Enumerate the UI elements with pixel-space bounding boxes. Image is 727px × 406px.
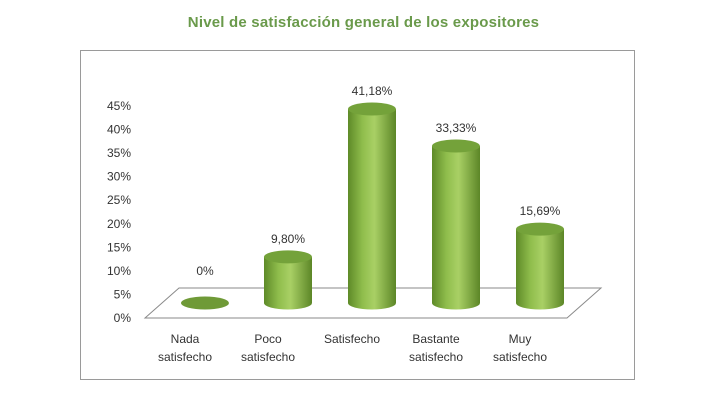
y-tick-label: 20% (107, 217, 131, 231)
y-tick-label: 0% (114, 311, 132, 325)
bar-top (348, 102, 396, 116)
category-label: Poco (254, 332, 282, 346)
y-tick-label: 25% (107, 193, 131, 207)
bar-top (432, 139, 480, 153)
bar-1 (264, 250, 312, 310)
bar-0 (181, 296, 229, 310)
bar-top (264, 250, 312, 264)
data-label: 41,18% (352, 84, 393, 98)
category-label: Bastante (412, 332, 460, 346)
bar-body (432, 145, 480, 310)
category-label: Muy (509, 332, 532, 346)
y-tick-label: 15% (107, 240, 131, 254)
bar-base (181, 296, 229, 310)
bar-body (348, 108, 396, 310)
y-tick-label: 5% (114, 287, 132, 301)
data-label: 33,33% (436, 121, 477, 135)
category-label: Satisfecho (324, 332, 380, 346)
bar-body (264, 256, 312, 310)
bar-top (516, 222, 564, 236)
bar-body (516, 229, 564, 310)
category-label: satisfecho (241, 350, 295, 364)
category-label: satisfecho (493, 350, 547, 364)
data-label: 9,80% (271, 232, 305, 246)
y-tick-label: 35% (107, 146, 131, 160)
y-tick-label: 30% (107, 170, 131, 184)
category-label: satisfecho (158, 350, 212, 364)
y-tick-label: 10% (107, 264, 131, 278)
y-tick-label: 45% (107, 99, 131, 113)
bar-2 (348, 102, 396, 310)
data-label: 0% (196, 264, 214, 278)
chart-title: Nivel de satisfacción general de los exp… (187, 14, 540, 31)
bar-3 (432, 139, 480, 310)
bar-4 (516, 222, 564, 310)
category-label: Nada (171, 332, 200, 346)
category-label: satisfecho (409, 350, 463, 364)
y-tick-label: 40% (107, 123, 131, 137)
data-label: 15,69% (520, 204, 561, 218)
